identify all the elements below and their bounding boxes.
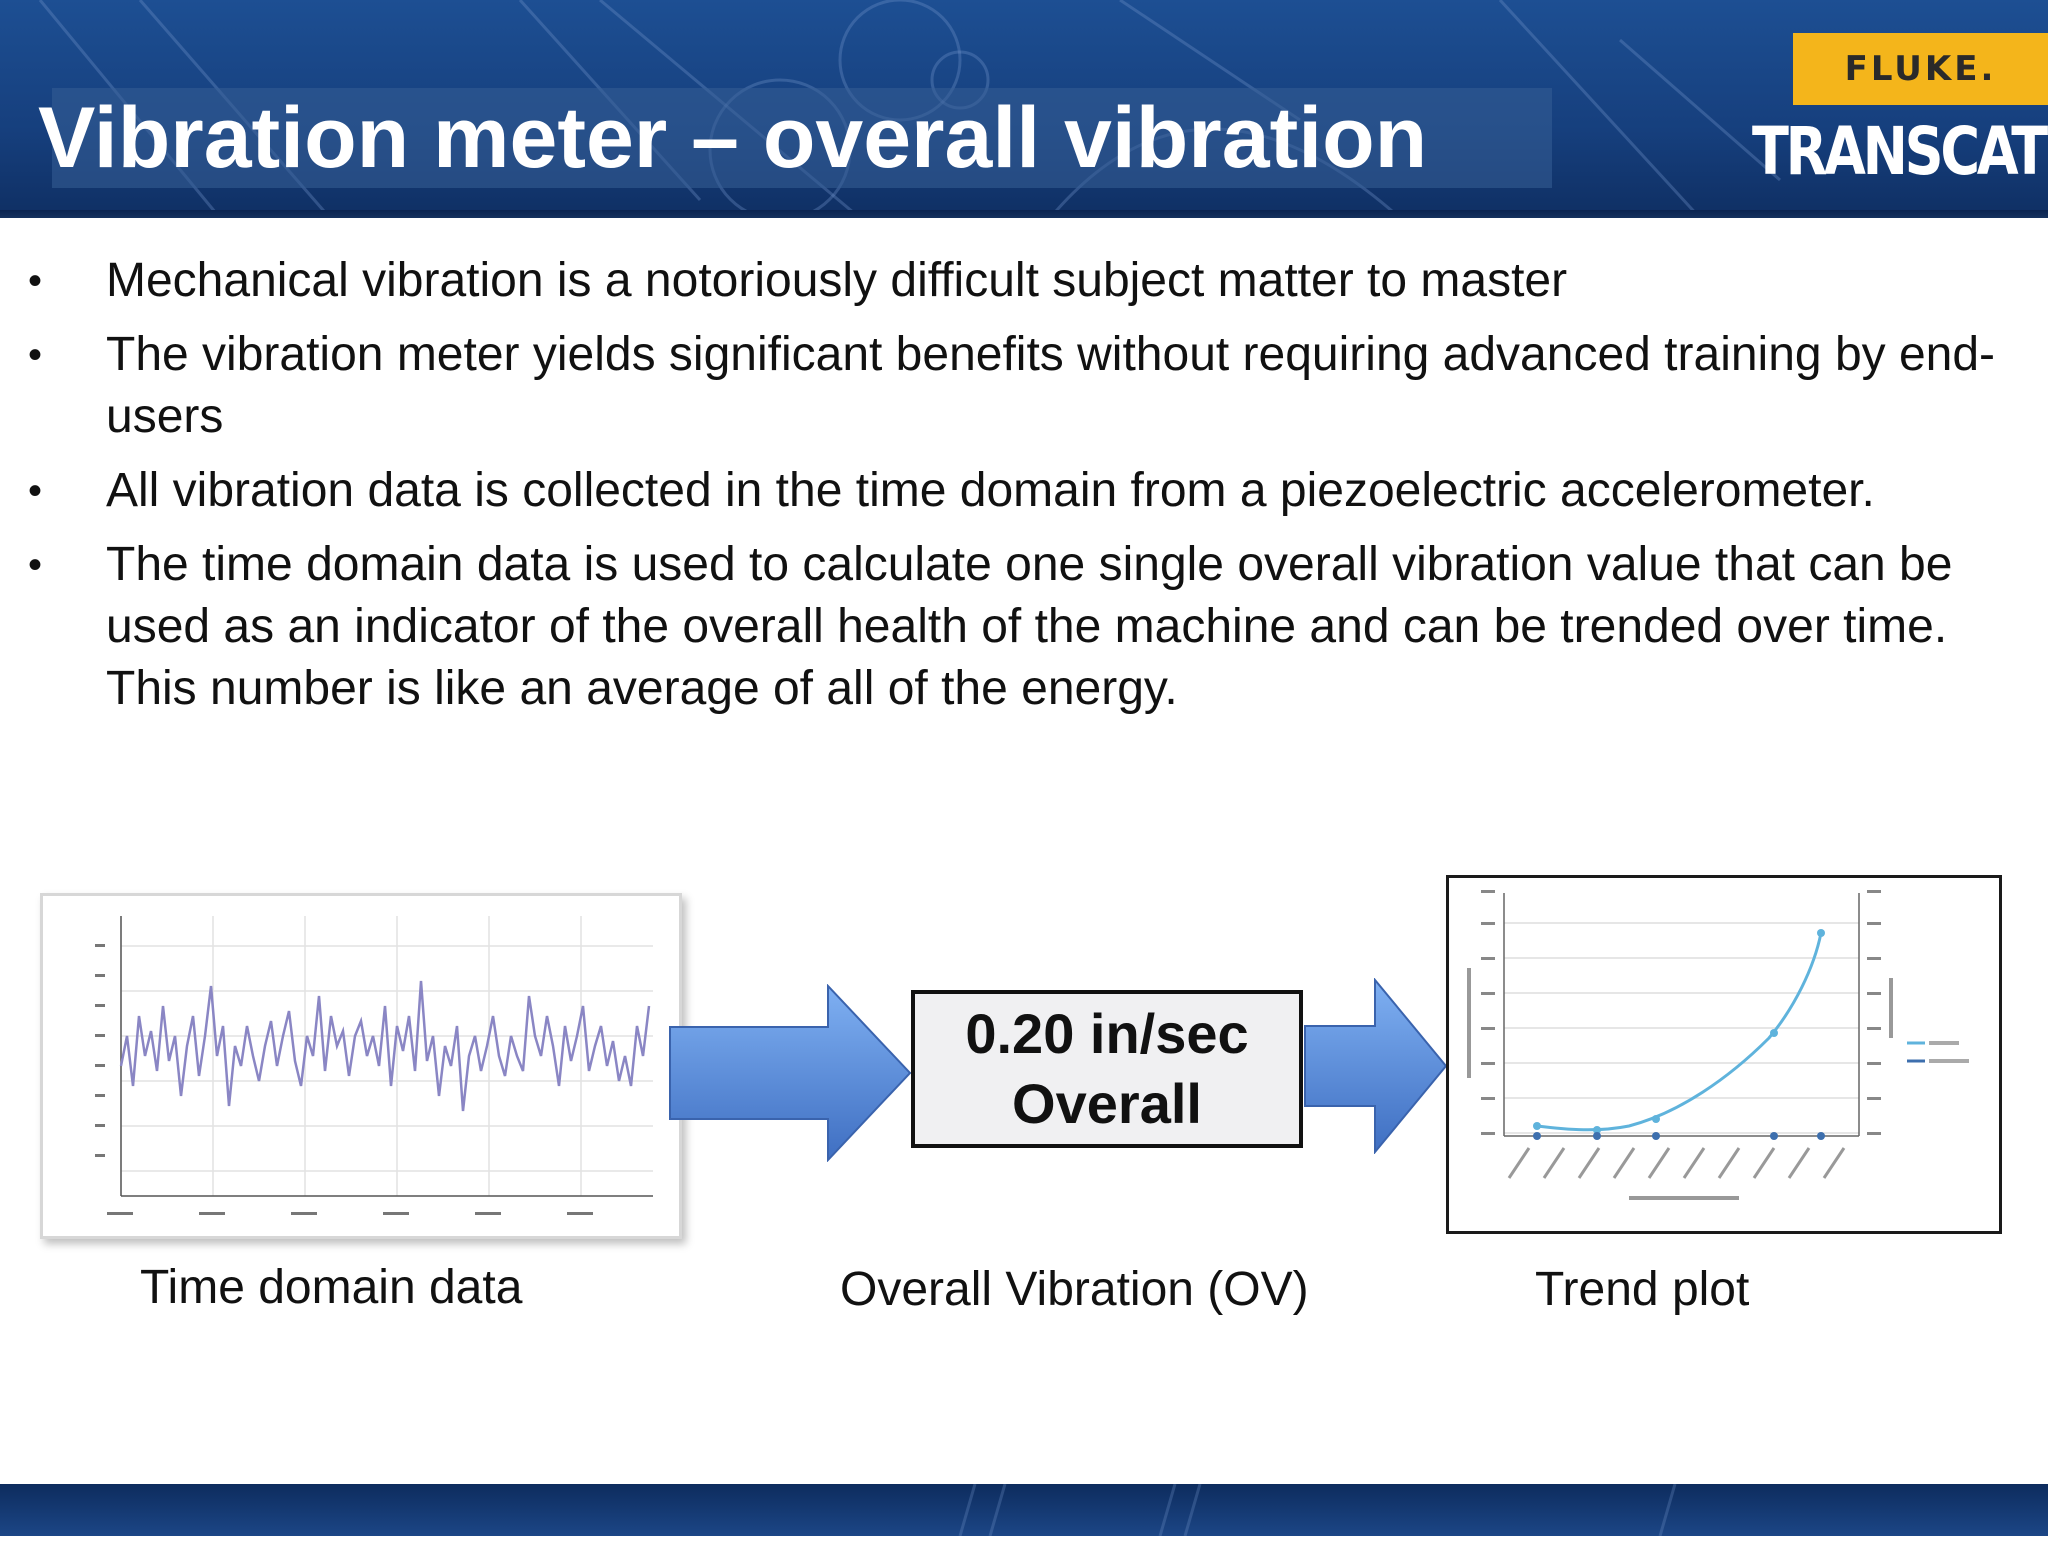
fluke-logo-text: FLUKE. (1844, 49, 1997, 89)
fluke-logo: FLUKE. (1793, 33, 2048, 105)
bullet-text: The vibration meter yields significant b… (106, 328, 1996, 443)
footer-pattern (958, 1483, 1677, 1537)
bullet-item: • The time domain data is used to calcul… (0, 534, 2000, 720)
transcat-logo: TRANSCAT (1752, 113, 2048, 190)
time-domain-chart-graphic (95, 916, 653, 1215)
bullet-text: All vibration data is collected in the t… (106, 464, 1875, 517)
overall-label: Overall (1012, 1072, 1202, 1135)
overall-value-box: 0.20 in/sec Overall (911, 990, 1303, 1148)
right-arrow-icon (1304, 978, 1448, 1154)
caption-overall-vibration: Overall Vibration (OV) (840, 1263, 1309, 1316)
trend-plot-image (1446, 875, 2002, 1234)
caption-trend-plot: Trend plot (1535, 1263, 1750, 1316)
bullet-text: Mechanical vibration is a notoriously di… (106, 254, 1568, 307)
trend-plot-graphic (1467, 890, 1969, 1200)
bullet-marker: • (28, 543, 43, 587)
time-domain-chart-image (40, 893, 682, 1239)
caption-time-domain: Time domain data (140, 1261, 523, 1314)
slide-footer (0, 1483, 2048, 1537)
bullet-marker: • (28, 259, 43, 303)
bullet-item: • The vibration meter yields significant… (0, 324, 2000, 448)
right-arrow-icon (669, 984, 912, 1162)
bullet-item: • All vibration data is collected in the… (0, 460, 2000, 522)
title-backdrop (52, 88, 1552, 188)
header-divider (0, 210, 2048, 218)
bullet-marker: • (28, 469, 43, 513)
overall-value: 0.20 in/sec (965, 1002, 1249, 1065)
bullet-marker: • (28, 333, 43, 377)
bullet-item: • Mechanical vibration is a notoriously … (0, 250, 2000, 312)
slide-title: Vibration meter – overall vibration (38, 90, 1428, 186)
bullet-list: • Mechanical vibration is a notoriously … (0, 250, 2000, 732)
bullet-text: The time domain data is used to calculat… (106, 538, 1953, 715)
